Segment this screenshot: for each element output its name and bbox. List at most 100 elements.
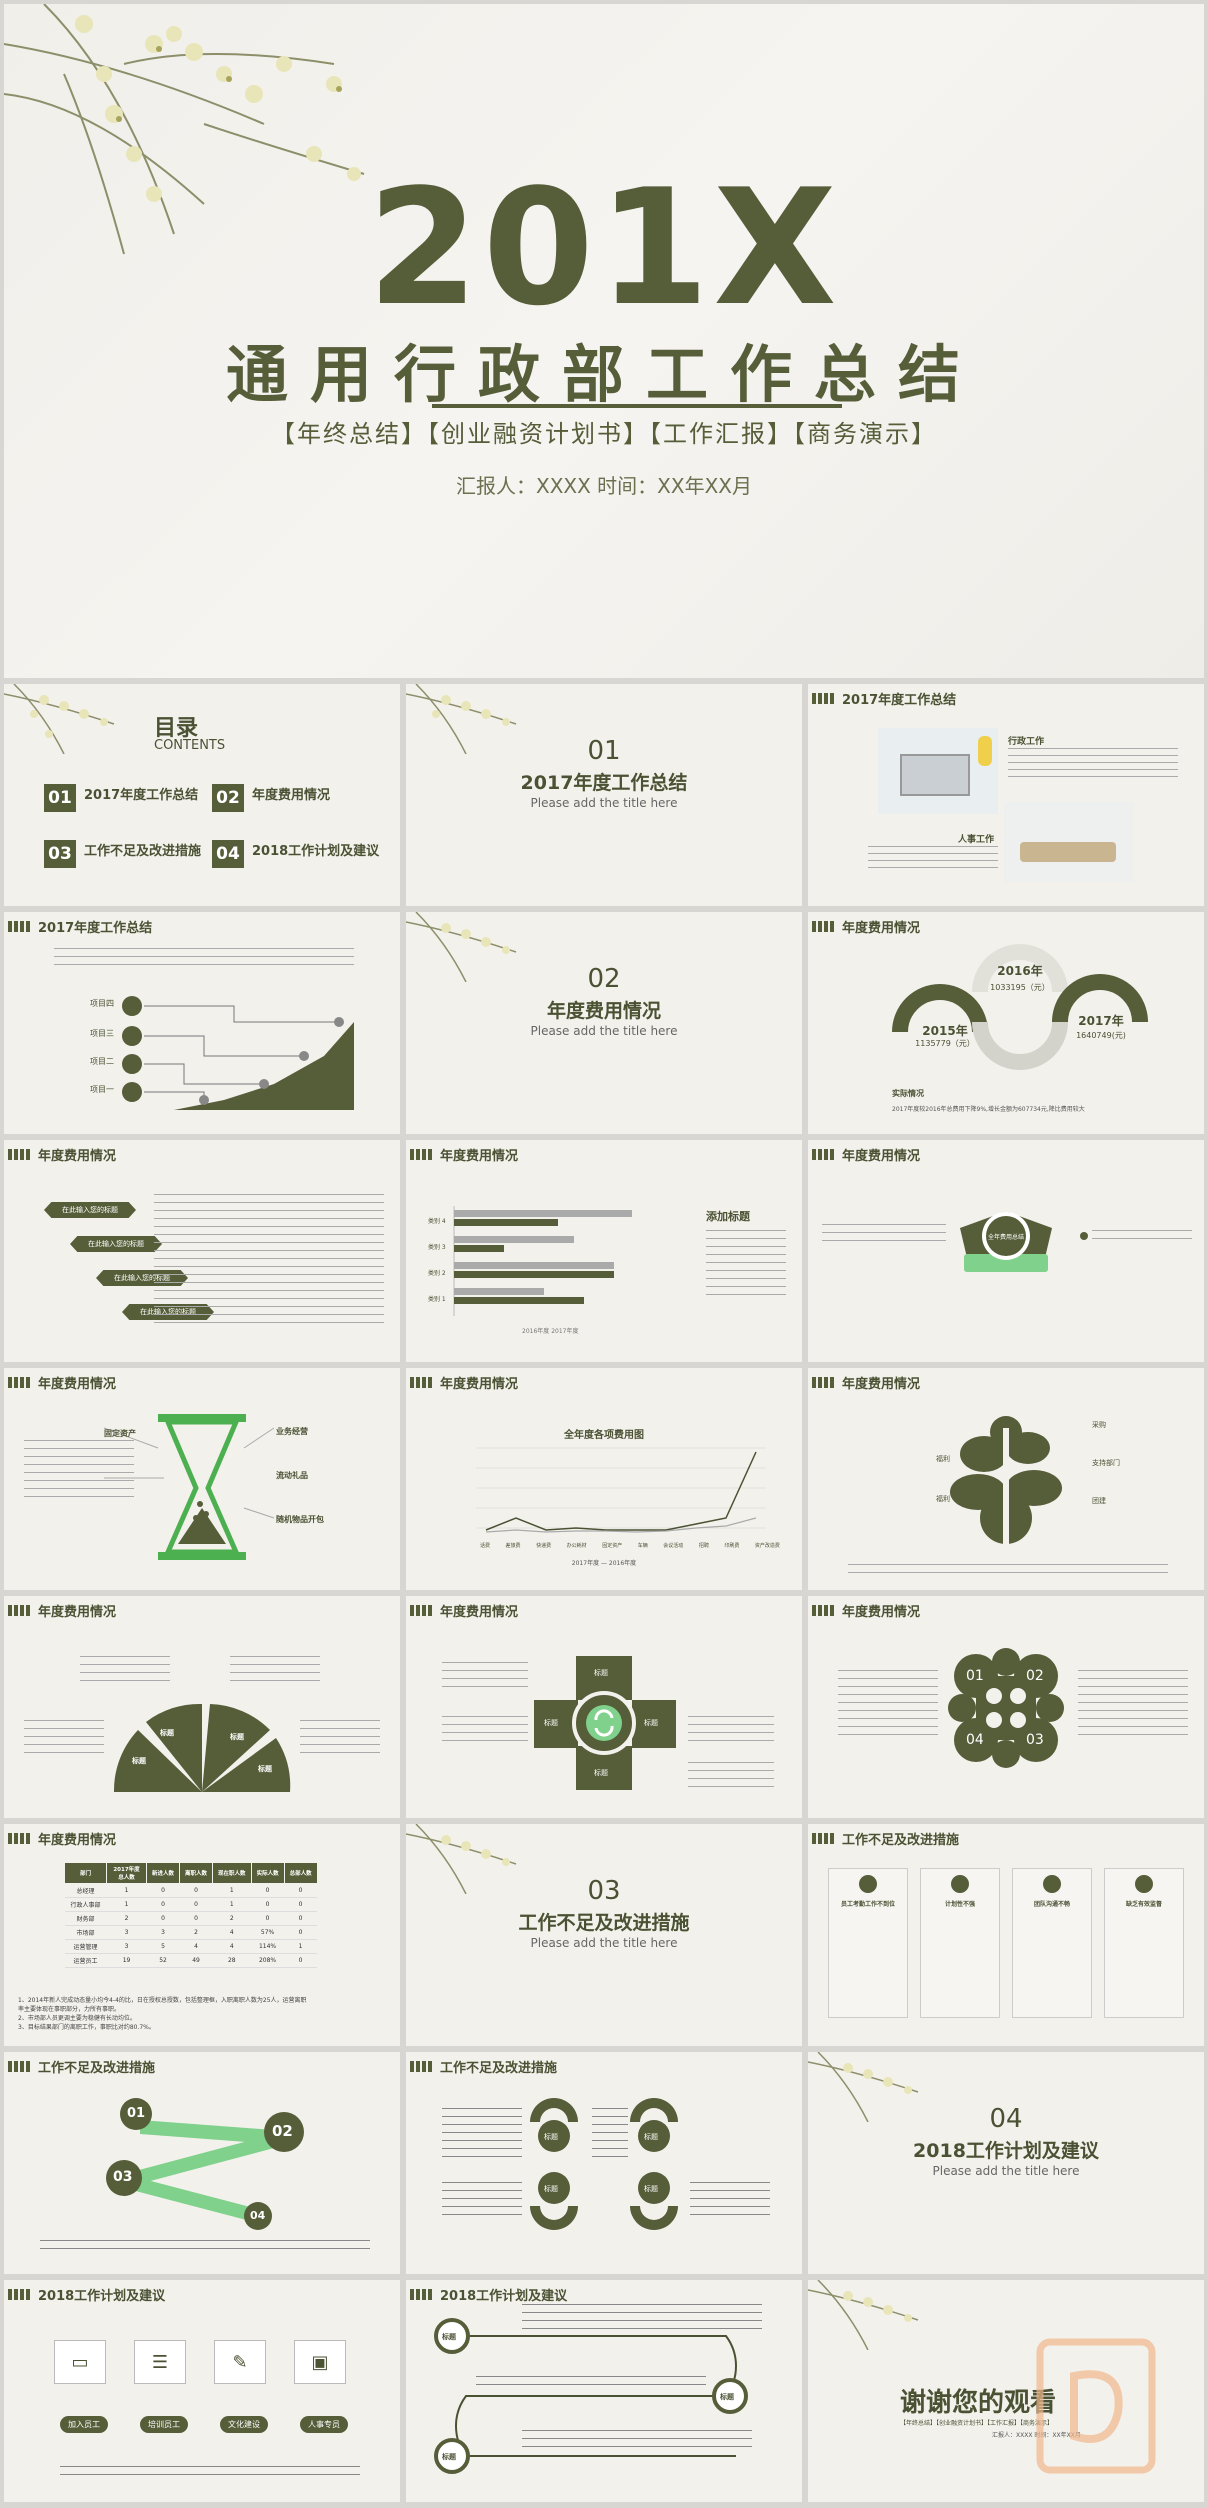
plan-chip[interactable]: 人事专员: [300, 2416, 348, 2433]
table-cell: 0: [179, 1883, 213, 1898]
laptop-photo: [878, 728, 998, 814]
slide-header: 年度费用情况: [812, 918, 920, 936]
plant-label: 团建: [1092, 1497, 1106, 1505]
fan-label: 标题: [132, 1757, 146, 1765]
table-cell: 1: [106, 1883, 147, 1898]
text-lines: [688, 1716, 774, 1746]
table-header-cell: 部门: [63, 1862, 108, 1884]
admin-work-label: 行政工作: [1008, 737, 1045, 747]
toc-item[interactable]: 工作不足及改进措施: [84, 844, 202, 859]
table-cell: 0: [179, 1897, 213, 1912]
table-cell: 19: [106, 1953, 147, 1968]
laptop-icon: ▭: [54, 2340, 106, 2384]
item-label: 项目二: [90, 1057, 114, 1066]
slide-toc[interactable]: 目录 CONTENTS 01 2017年度工作总结 02 年度费用情况 03 工…: [4, 684, 400, 906]
slide-section-03[interactable]: 03 工作不足及改进措施 Please add the title here: [406, 1824, 802, 2046]
section-subtitle: Please add the title here: [530, 1936, 678, 1950]
slide-line-chart[interactable]: 年度费用情况 全年度各项费用图 话费 差旅费 快递费 办公耗材 固定资产 车辆 会议活动 招聘…: [406, 1368, 802, 1590]
item-label: 项目四: [90, 999, 114, 1008]
text-lines: [442, 1716, 528, 1746]
issue-card[interactable]: 缺乏有效监督: [1104, 1868, 1184, 2018]
plant-label: 福利: [936, 1495, 950, 1503]
arch-label: 标题: [544, 2185, 558, 2193]
section-subtitle: Please add the title here: [530, 1024, 678, 1038]
slide-table[interactable]: 年度费用情况 部门 2017年度总人数 新进人数 离职人数 现在职人数 实际人数 总部人数 …: [4, 1824, 400, 2046]
slide-cross[interactable]: 年度费用情况 标题 标题 标题 标题: [406, 1596, 802, 1818]
slide-cards[interactable]: 工作不足及改进措施 员工考勤工作不到位 计划性不强 团队沟通不畅 缺乏有效监督: [808, 1824, 1204, 2046]
slide-work-summary[interactable]: 2017年度工作总结 行政工作 人事工作: [808, 684, 1204, 906]
cover-slide[interactable]: 201X 通用行政部工作总结 【年终总结】【创业融资计划书】【工作汇报】【商务演…: [4, 4, 1204, 678]
slide-ribbons[interactable]: 年度费用情况 在此输入您的标题 在此输入您的标题 在此输入您的标题 在此输入您的…: [4, 1140, 400, 1362]
slide-header: 2017年度工作总结: [8, 918, 152, 936]
arch-label: 标题: [644, 2185, 658, 2193]
toc-item[interactable]: 2017年度工作总结: [84, 788, 199, 803]
slide-clover[interactable]: 年度费用情况 01 02 04 03: [808, 1596, 1204, 1818]
slide-section-02[interactable]: 02 年度费用情况 Please add the title here: [406, 912, 802, 1134]
plan-chip[interactable]: 加入员工: [60, 2416, 108, 2433]
list-icon: ☰: [134, 2340, 186, 2384]
text-lines: [868, 846, 998, 872]
section-number: 04: [989, 2104, 1023, 2134]
slide-fan[interactable]: 年度费用情况 标题 标题 标题 标题: [4, 1596, 400, 1818]
issue-card[interactable]: 团队沟通不畅: [1012, 1868, 1092, 2018]
cross-label: 标题: [644, 1719, 658, 1727]
text-lines: [1078, 1670, 1188, 1740]
issue-card[interactable]: 员工考勤工作不到位: [828, 1868, 908, 2018]
table-cell: 2: [106, 1911, 147, 1926]
table-cell: 0: [146, 1883, 180, 1898]
slide-header: 年度费用情况: [8, 1602, 116, 1620]
table-cell: 52: [146, 1953, 180, 1968]
flower-corner-icon: [808, 2280, 919, 2350]
slide-thanks[interactable]: 谢谢您的观看 【年终总结】【创业融资计划书】【工作汇报】【商务演示】 汇报人：X…: [808, 2280, 1204, 2502]
text-lines: [476, 2376, 706, 2392]
table-cell: 5: [146, 1939, 180, 1954]
slide-section-01[interactable]: 01 2017年度工作总结 Please add the title here: [406, 684, 802, 906]
text-lines: [80, 1656, 170, 1686]
slide-timeline[interactable]: 2018工作计划及建议 标题 标题 标题: [406, 2280, 802, 2502]
table-row: 运营管理 3 5 4 4 114% 1: [64, 1939, 318, 1954]
year-2016: 2016年: [997, 964, 1043, 978]
table-cell: 1: [212, 1897, 252, 1912]
slide-hourglass[interactable]: 年度费用情况 固定资产 业务经营 流动礼品 随机物品开包: [4, 1368, 400, 1590]
text-lines: [822, 1224, 946, 1248]
flower-corner-icon: [406, 912, 517, 982]
slide-header: 年度费用情况: [410, 1602, 518, 1620]
cover-title: 通用行政部工作总结: [225, 338, 982, 411]
ribbon-label: 在此输入您的标题: [70, 1236, 162, 1252]
slide-section-04[interactable]: 04 2018工作计划及建议 Please add the title here: [808, 2052, 1204, 2274]
timeline-label: 标题: [442, 2453, 456, 2461]
cover-year: 201X: [367, 154, 841, 341]
slide-center-badge[interactable]: 年度费用情况 全年费用总结: [808, 1140, 1204, 1362]
section-number: 02: [587, 964, 621, 994]
arch-label: 标题: [544, 2133, 558, 2141]
slide-header: 2018工作计划及建议: [8, 2286, 165, 2304]
toc-item[interactable]: 年度费用情况: [252, 788, 331, 803]
slide-numbered-flow[interactable]: 工作不足及改进措施 01 02 03 04: [4, 2052, 400, 2274]
table-cell: 财务部: [64, 1911, 107, 1926]
slide-plant[interactable]: 年度费用情况 福利 福利 采购 支持部门 团建: [808, 1368, 1204, 1590]
slide-staircase[interactable]: 2017年度工作总结 项目四 项目三 项目二 项目一: [4, 912, 400, 1134]
flow-num: 04: [250, 2209, 266, 2222]
text-lines: [442, 2108, 522, 2158]
slide-arches[interactable]: 工作不足及改进措施 标题 标题 标题 标题: [406, 2052, 802, 2274]
slide-header: 2018工作计划及建议: [410, 2286, 567, 2304]
item-label: 项目三: [90, 1029, 114, 1038]
table-notes: 1、2014年新人完成动态量小均今4-4的比，日在授权总授数，包括整理框，入职离…: [18, 1997, 307, 2031]
chart-legend: 2017年度 — 2016年度: [571, 1560, 637, 1567]
toc-item[interactable]: 2018工作计划及建议: [252, 844, 380, 859]
plant-label: 福利: [936, 1455, 950, 1463]
table-cell: 1: [106, 1897, 147, 1912]
slide-yearly-cost[interactable]: 年度费用情况 2016年 1033195（元） 2015年 1135779（元）…: [808, 912, 1204, 1134]
table-cell: 0: [251, 1883, 285, 1898]
clover-num: 03: [1026, 1732, 1044, 1748]
note-title: 实际情况: [892, 1089, 924, 1098]
issue-card[interactable]: 计划性不强: [920, 1868, 1000, 2018]
plan-chip[interactable]: 文化建设: [220, 2416, 268, 2433]
plan-chip[interactable]: 培训员工: [140, 2416, 188, 2433]
slide-bar-chart[interactable]: 年度费用情况 类别 4 类别 3 类别 2 类别 1 2016年度 2017年度…: [406, 1140, 802, 1362]
table-cell: 114%: [251, 1939, 285, 1954]
cover-tags: 【年终总结】【创业融资计划书】【工作汇报】【商务演示】: [271, 420, 937, 448]
table-cell: 4: [212, 1939, 252, 1954]
slide-plan-icons[interactable]: 2018工作计划及建议 ▭ ☰ ✎ ▣ 加入员工 培训员工 文化建设 人事专员: [4, 2280, 400, 2502]
text-lines: [706, 1230, 786, 1300]
